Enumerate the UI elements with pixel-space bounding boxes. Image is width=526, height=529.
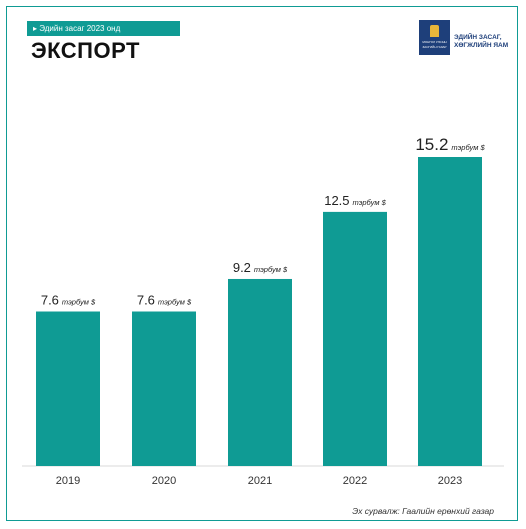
tag-arrow-icon: ▸ [33,24,38,33]
page-title: ЭКСПОРТ [31,38,140,63]
data-label-2023: 15.2 тэрбум $ [415,135,485,154]
data-label-2019: 7.6 тэрбум $ [41,293,96,308]
data-label-2020: 7.6 тэрбум $ [137,293,192,308]
bar-2019 [36,311,100,466]
x-tick-label-2020: 2020 [152,475,176,487]
logo-small-line2: ЗАСГИЙН ГАЗАР [422,45,447,49]
bar-2021 [228,278,292,466]
x-tick-label-2022: 2022 [343,475,367,487]
x-tick-label-2023: 2023 [438,475,462,487]
ministry-name: ЭДИЙН ЗАСАГ, ХӨГЖЛИЙН ЯАМ [454,34,508,50]
x-tick-label-2019: 2019 [56,475,80,487]
bar-2020 [132,311,196,466]
x-tick-label-2021: 2021 [248,475,272,487]
bar-2022 [323,211,387,466]
bar-2023 [418,157,482,466]
tag-label: Эдийн засаг 2023 онд [39,24,121,33]
section-tag: ▸ Эдийн засаг 2023 онд [27,21,180,36]
soyombo-icon [430,25,439,37]
chart-frame [6,6,518,521]
data-label-2022: 12.5 тэрбум $ [324,193,386,208]
ministry-name-line2: ХӨГЖЛИЙН ЯАМ [454,42,509,49]
source-note: Эх сурвалж: Гаалийн ерөнхий газар [352,506,494,516]
data-label-2021: 9.2 тэрбум $ [233,260,288,275]
ministry-name-line1: ЭДИЙН ЗАСАГ, [454,34,502,41]
ministry-emblem-icon: МОНГОЛ УЛСЫН ЗАСГИЙН ГАЗАР [419,20,450,55]
logo-small-line1: МОНГОЛ УЛСЫН [422,40,447,44]
